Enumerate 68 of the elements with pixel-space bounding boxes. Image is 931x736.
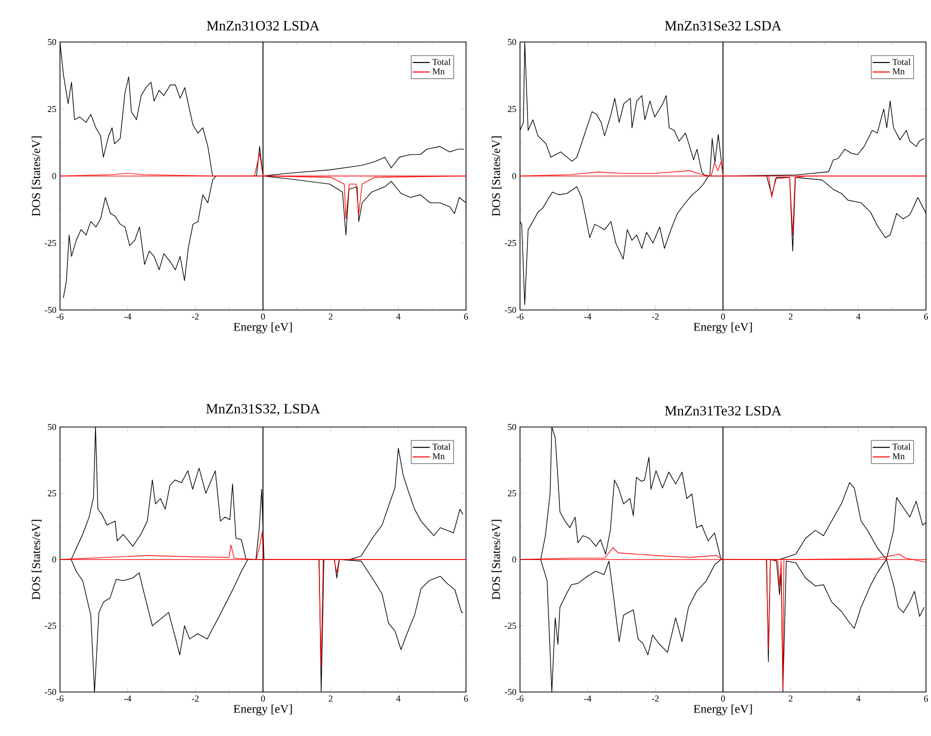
legend-label: Mn: [432, 453, 445, 460]
y-tick-label: -50: [44, 688, 56, 696]
y-tick-label: 25: [508, 106, 516, 112]
x-tick-label: 6: [924, 314, 928, 320]
x-tick-label: 2: [328, 696, 332, 702]
x-tick-label: -4: [584, 314, 592, 320]
y-tick-label: 50: [48, 424, 56, 430]
legend-label: Total: [432, 443, 450, 450]
x-tick-label: -4: [584, 696, 592, 702]
legend-label: Total: [892, 443, 910, 450]
chart-title: MnZn31Te32 LSDA: [664, 406, 782, 416]
y-tick-label: 25: [48, 106, 56, 112]
x-tick-label: 0: [261, 314, 265, 320]
x-tick-label: 0: [721, 696, 725, 702]
legend-label: Mn: [432, 68, 445, 74]
legend-label: Mn: [892, 68, 905, 74]
x-tick-label: -4: [124, 696, 132, 702]
y-axis-title: DOS [States/eV]: [492, 136, 502, 216]
x-tick-label: 4: [396, 696, 400, 702]
x-tick-label: 4: [856, 314, 860, 320]
y-axis-title: DOS [States/eV]: [492, 520, 502, 600]
y-tick-label: 0: [52, 556, 56, 563]
y-tick-label: -25: [504, 240, 516, 246]
x-axis-title: Energy [eV]: [694, 322, 752, 334]
x-tick-label: -2: [652, 696, 659, 702]
y-tick-label: -50: [504, 306, 516, 314]
legend-label: Mn: [892, 453, 905, 460]
y-tick-label: 50: [508, 38, 516, 46]
y-axis-title: DOS [States/eV]: [32, 520, 42, 600]
y-tick-label: -25: [504, 622, 516, 629]
y-tick-label: -50: [44, 306, 56, 314]
legend-label: Total: [432, 58, 450, 65]
x-tick-label: 6: [464, 696, 468, 702]
x-axis-title: Energy [eV]: [694, 704, 752, 716]
y-tick-label: 0: [52, 172, 56, 180]
x-tick-label: -6: [56, 314, 64, 320]
y-tick-label: 50: [48, 38, 56, 46]
legend-label: Total: [892, 58, 910, 65]
x-tick-label: 6: [464, 314, 468, 320]
x-axis-title: Energy [eV]: [234, 322, 292, 334]
x-tick-label: 4: [396, 314, 400, 320]
x-tick-label: -2: [192, 314, 199, 320]
x-tick-label: -2: [652, 314, 659, 320]
x-tick-label: 2: [788, 314, 792, 320]
y-tick-label: -25: [44, 622, 56, 629]
chart-title: MnZn31O32 LSDA: [206, 21, 320, 30]
x-tick-label: -2: [192, 696, 199, 702]
x-tick-label: -4: [124, 314, 132, 320]
x-tick-label: -6: [56, 696, 64, 702]
chart-title: MnZn31S32, LSDA: [206, 404, 320, 416]
x-tick-label: 0: [721, 314, 725, 320]
x-axis-title: Energy [eV]: [234, 704, 292, 716]
y-tick-label: -25: [44, 240, 56, 246]
chart-title: MnZn31Se32 LSDA: [664, 21, 782, 30]
y-tick-label: 25: [48, 490, 56, 496]
x-tick-label: -6: [516, 696, 524, 702]
x-tick-label: 6: [924, 696, 928, 702]
y-axis-title: DOS [States/eV]: [32, 136, 42, 216]
y-tick-label: 0: [512, 172, 516, 180]
x-tick-label: 0: [261, 696, 265, 702]
x-tick-label: 2: [788, 696, 792, 702]
x-tick-label: -6: [516, 314, 524, 320]
x-tick-label: 2: [328, 314, 332, 320]
y-tick-label: 50: [508, 424, 516, 430]
y-tick-label: 0: [512, 556, 516, 563]
y-tick-label: -50: [504, 688, 516, 696]
x-tick-label: 4: [856, 696, 860, 702]
y-tick-label: 25: [508, 490, 516, 496]
